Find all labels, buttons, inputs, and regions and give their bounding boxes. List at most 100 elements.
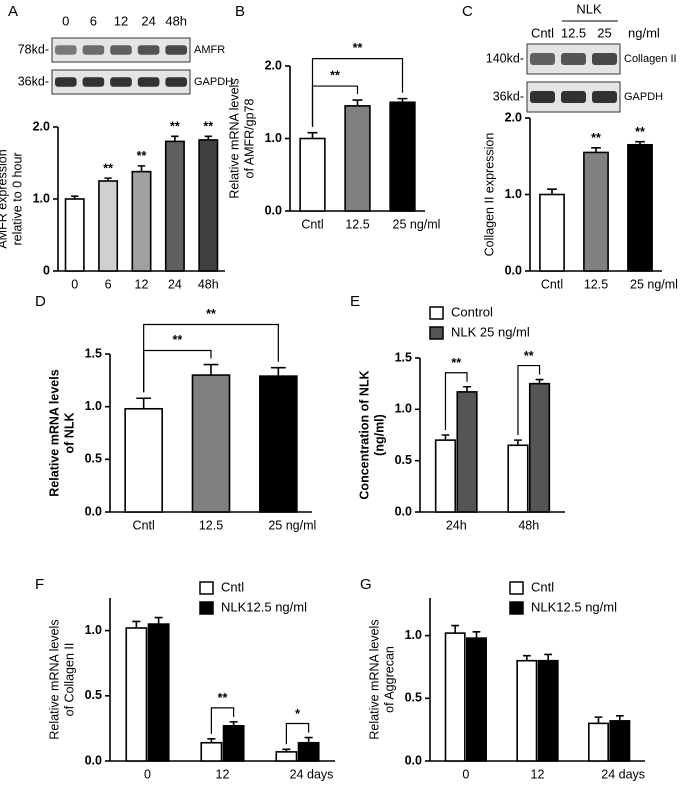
y-tick-label: 2.0 [265,58,282,72]
y-tick-label: 0 [43,263,50,277]
error-bar [514,439,522,446]
y-axis-label: of Aggrecan [382,646,396,713]
bar [191,374,231,513]
blot-band [592,91,617,103]
error-bar [171,135,179,142]
bar [456,391,478,513]
lane-label: Cntl [531,25,554,40]
error-bar [463,385,471,392]
legend-swatch [429,326,444,340]
panel-letter: E [350,293,360,310]
legend-swatch [199,601,214,615]
y-axis-label: relative to 0 hour [10,152,24,245]
y-tick-label: 1.0 [265,131,282,145]
legend-label: Cntl [221,579,244,594]
y-tick-label: 1.0 [395,402,412,416]
y-tick-label: 0.5 [395,453,412,467]
y-tick-label: 1.0 [405,628,422,642]
error-bar [591,147,601,153]
lane-label: 48h [165,13,187,28]
y-axis-label: Relative mRNA levels [47,619,61,739]
legend-swatch [199,581,214,595]
bar [164,140,185,272]
blot-marker: 36kd- [493,89,524,103]
y-axis-label: (ng/ml) [372,414,386,456]
blot-marker: 78kd- [18,42,49,56]
lane-label: 24 [141,13,155,28]
y-tick-label: 1.5 [395,350,412,364]
error-bar [522,654,531,661]
x-tick-label: 25 ng/ml [393,217,441,231]
bar [434,439,457,513]
bar [389,101,416,212]
x-tick-label: 24h [446,518,467,532]
error-bar [304,736,313,743]
error-bar [441,434,450,441]
blot-band [530,53,555,65]
bar [147,623,170,762]
y-tick-label: 1.0 [85,399,102,413]
x-tick-label: 12 [216,767,230,781]
error-bar [544,653,553,661]
error-bar [635,140,645,145]
significance-bracket [210,707,235,734]
blot-name: Collagen II [624,53,677,65]
x-tick-label: 12.5 [345,217,369,231]
y-tick-label: 0.0 [505,263,522,277]
y-axis-label: AMFR expression [0,149,9,248]
blot-band [165,45,187,55]
bar [124,407,163,513]
bar [275,751,298,762]
blot-band [165,77,187,87]
significance: ** [203,120,213,134]
error-bar [547,188,557,195]
bar [609,720,631,762]
bar [131,170,152,272]
error-bar [472,631,481,639]
error-bar [594,716,603,724]
x-tick-label: 48h [518,518,539,532]
error-bar [104,177,112,181]
legend-label: NLK 25 ng/ml [451,324,530,339]
error-bar [154,616,163,625]
y-tick-label: 0.0 [405,753,422,767]
significance-bracket [311,58,404,127]
blot-marker: 36kd- [18,74,49,88]
error-bar [203,363,219,376]
significance: ** [451,356,461,370]
error-bar [451,624,460,634]
bar [583,151,609,272]
significance: ** [172,333,182,347]
y-tick-label: 0.5 [85,688,102,702]
panel-letter: D [35,293,46,310]
bar [98,180,119,272]
y-tick-label: 1.0 [505,187,522,201]
significance: ** [170,120,180,134]
significance: ** [591,131,601,145]
x-tick-label: 25 ng/ml [268,518,316,532]
x-tick-label: Cntl [541,277,563,291]
x-tick-label: 24 [168,277,182,291]
lane-label: 0 [62,13,69,28]
blot-band [82,77,105,87]
lane-label: 6 [90,13,97,28]
blot-band [561,53,586,65]
lane-label: 12.5 [561,25,586,40]
lane-unit: ng/ml [628,25,660,40]
panel-letter: F [35,576,44,593]
significance: ** [206,307,216,321]
bar [528,382,551,513]
y-tick-label: 1.0 [33,191,50,205]
x-tick-label: Cntl [301,217,323,231]
blot-band [110,45,132,55]
x-tick-label: 25 ng/ml [630,277,678,291]
bar [516,659,538,762]
y-tick-label: 0.0 [85,504,102,518]
significance-bracket [285,722,310,745]
bar [444,632,466,762]
y-tick-label: 0.0 [85,753,102,767]
error-bar [397,97,408,103]
significance: * [295,707,300,721]
y-tick-label: 2.0 [505,110,522,124]
